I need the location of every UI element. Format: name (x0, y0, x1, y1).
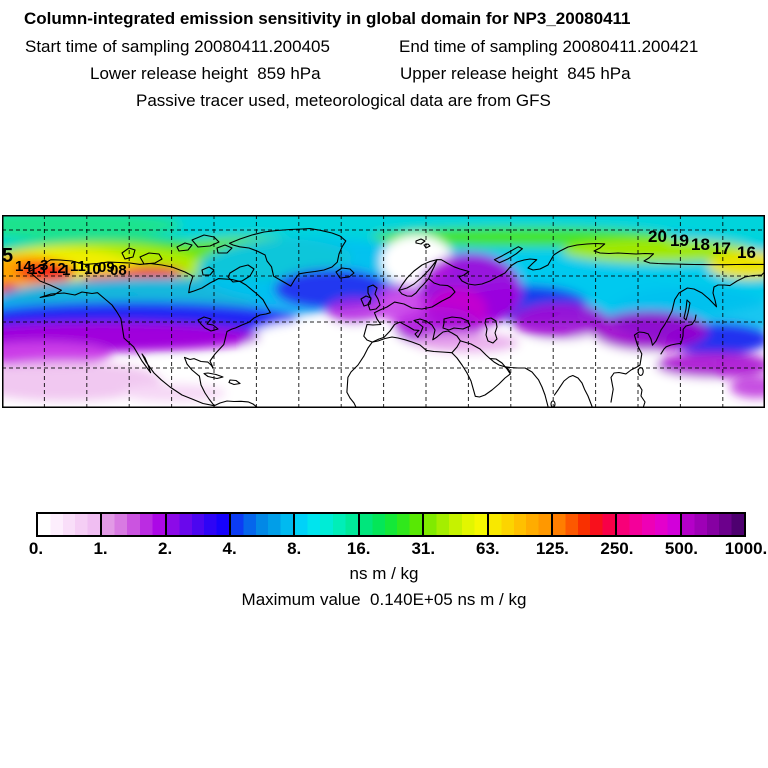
colorbar-segment (166, 514, 232, 535)
colorbar-segment (424, 514, 489, 535)
start-time-text: Start time of sampling 20080411.200405 (25, 37, 330, 56)
graticule-gridlines (2, 215, 765, 408)
colorbar-segment (102, 514, 167, 535)
coastlines (26, 227, 765, 408)
end-time-text: End time of sampling 20080411.200421 (399, 37, 699, 56)
colorbar-segment (552, 514, 618, 535)
colorbar-ticks: 0. 1. 2. 4. 8. 16. 31. 63. 125. 250. 500. 1000. (0, 539, 768, 559)
maximum-value-text: Maximum value 0.140E+05 ns m / kg (241, 590, 527, 609)
sensitivity-field (2, 215, 765, 408)
colorbar-tick-label: 2. (157, 539, 173, 558)
release-cluster-label: 5 (2, 245, 13, 267)
trajectory-hour-label: 16 (737, 243, 756, 262)
colorbar-segment (38, 514, 103, 535)
colorbar-segment (231, 514, 296, 535)
release-cluster-label: 10 (84, 261, 101, 278)
trajectory-hour-label: 18 (691, 235, 710, 254)
colorbar-segment (359, 514, 425, 535)
trajectory-hour-label: 19 (670, 231, 689, 250)
colorbar-tick-label: 500. (664, 539, 698, 558)
release-cluster-label: 12 (49, 260, 66, 277)
page-title: Column-integrated emission sensitivity i… (24, 9, 631, 28)
colorbar-segment (295, 514, 360, 535)
colorbar-units: ns m / kg (349, 564, 419, 583)
colorbar-tick-label: 250. (600, 539, 634, 558)
upper-release-text: Upper release height 845 hPa (400, 64, 631, 83)
release-cluster-label: 13 (29, 261, 46, 278)
trajectory-hour-label: 17 (712, 239, 731, 258)
colorbar-tick-label: 0. (28, 539, 44, 558)
lower-release-text: Lower release height 859 hPa (90, 64, 321, 83)
release-cluster-label: 1 (62, 262, 70, 279)
release-cluster-label: 3 (40, 257, 48, 274)
map-border (2, 215, 765, 408)
colorbar-segment (488, 514, 553, 535)
colorbar-segment (681, 514, 744, 535)
tracer-note-text: Passive tracer used, meteorological data… (136, 91, 551, 110)
trajectory-hour-label: 20 (648, 227, 667, 246)
colorbar-tick-label: 31. (411, 539, 436, 558)
colorbar-tick-label: 63. (475, 539, 500, 558)
colorbar-tick-label: 1. (93, 539, 108, 558)
release-cluster-label: 09 (98, 259, 115, 276)
release-cluster-label: 08 (110, 262, 127, 279)
colorbar-tick-label: 8. (287, 539, 302, 558)
colorbar (36, 512, 746, 537)
release-cluster-label: 14 (15, 258, 32, 275)
colorbar-tick-label: 16. (346, 539, 371, 558)
colorbar-segment (617, 514, 682, 535)
colorbar-tick-label: 125. (535, 539, 569, 558)
colorbar-tick-label: 1000. (724, 539, 768, 558)
release-cluster-label: 11 (70, 258, 86, 275)
colorbar-tick-label: 4. (222, 539, 237, 558)
